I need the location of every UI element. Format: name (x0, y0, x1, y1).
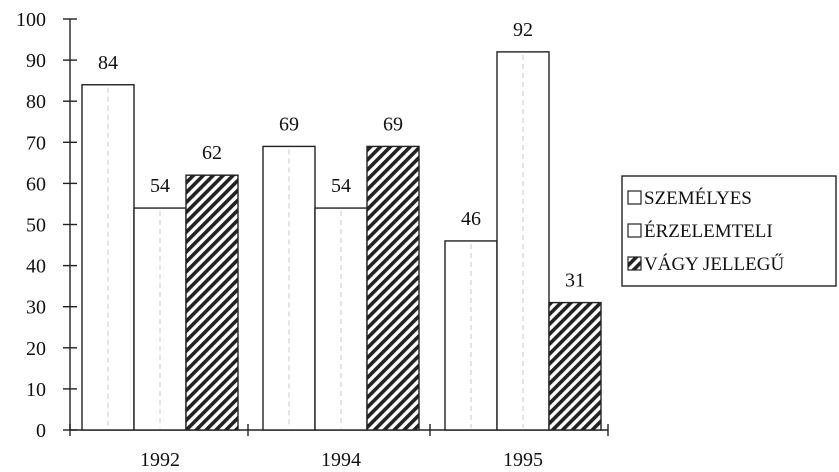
legend-label: ÉRZELEMTELI (644, 220, 773, 242)
bar-erzelemteli (496, 51, 550, 431)
bar-value-label: 69 (383, 113, 403, 135)
bar-value-label: 92 (513, 19, 533, 41)
y-tick-label: 40 (26, 256, 46, 278)
legend-label: VÁGY JELLEGŰ (644, 253, 784, 275)
y-tick-label: 20 (26, 338, 46, 360)
legend-label: SZEMÉLYES (644, 187, 752, 209)
bar-value-label: 54 (150, 175, 170, 197)
y-tick-label: 60 (26, 173, 46, 195)
bar-value-label: 54 (331, 175, 351, 197)
bar-vagy-jelleggu (185, 174, 239, 431)
x-category-label: 1995 (503, 449, 543, 471)
legend-swatch (627, 256, 642, 271)
bar-value-label: 31 (565, 270, 585, 292)
legend-box (621, 175, 837, 287)
bar-value-label: 46 (461, 208, 481, 230)
bar-vagy-jelleggu (366, 145, 420, 431)
legend-swatch (627, 190, 642, 205)
chart-data-labels: 84 69 46 54 54 92 62 69 31 (98, 19, 585, 292)
chart-bars (81, 51, 602, 431)
bar-value-label: 62 (202, 142, 222, 164)
y-tick-label: 50 (26, 215, 46, 237)
bar-vagy-jelleggu (548, 301, 602, 431)
chart-legend: SZEMÉLYES ÉRZELEMTELI VÁGY JELLEGŰ (621, 175, 837, 287)
legend-swatch (627, 223, 642, 238)
y-tick-label: 0 (36, 420, 46, 442)
y-tick-label: 80 (26, 91, 46, 113)
y-tick-label: 10 (26, 379, 46, 401)
bar-value-label: 84 (98, 52, 118, 74)
bar-value-label: 69 (279, 113, 299, 135)
x-category-label: 1994 (321, 449, 361, 471)
y-tick-label: 70 (26, 132, 46, 154)
x-category-label: 1992 (140, 449, 180, 471)
y-tick-label: 100 (16, 9, 46, 31)
y-tick-label: 90 (26, 50, 46, 72)
y-tick-label: 30 (26, 297, 46, 319)
